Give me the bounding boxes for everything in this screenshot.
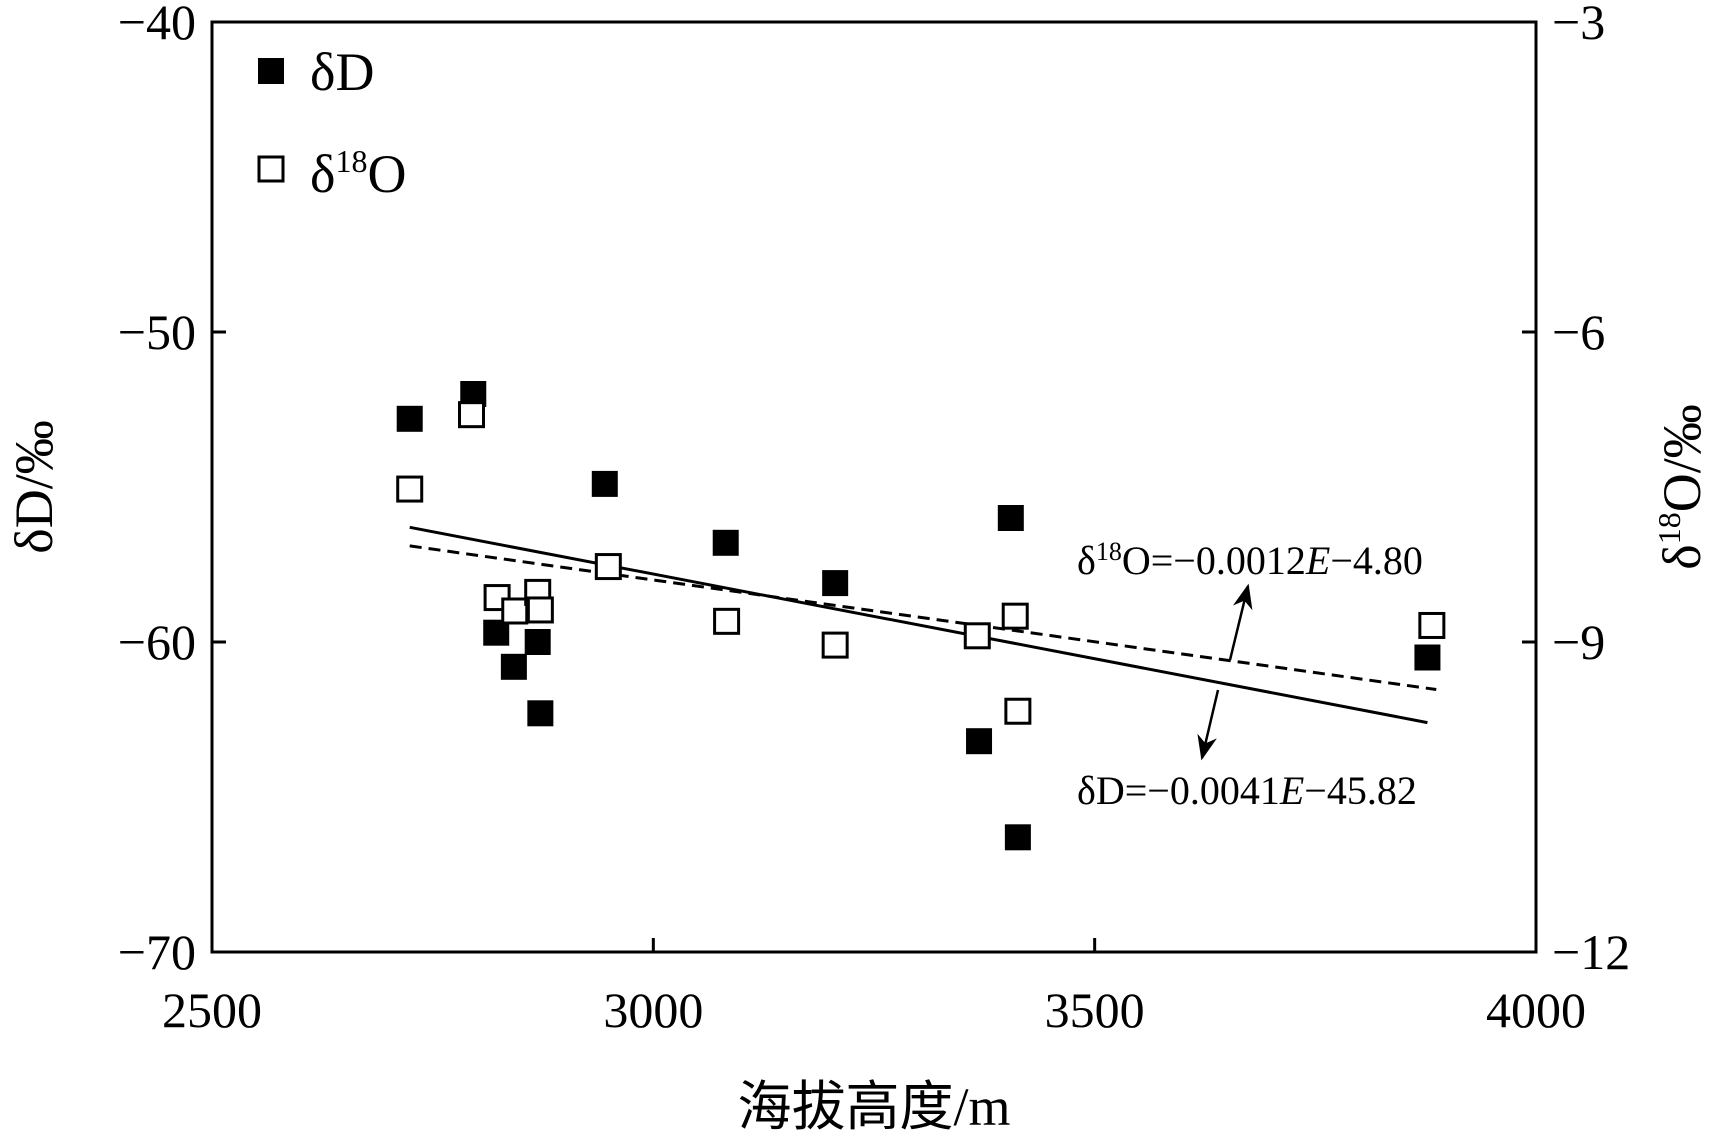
point-d18O: [1001, 602, 1029, 630]
point-dD: [527, 700, 554, 727]
y2-tick-label: −3: [1552, 0, 1605, 50]
fit-line-d18O: [409, 544, 1437, 692]
point-d18O: [1418, 611, 1446, 639]
y2-axis-label: δ18O/‰: [1651, 404, 1712, 569]
point-dD: [591, 470, 618, 497]
point-dD: [524, 629, 551, 655]
point-d18O: [594, 553, 622, 581]
y2-tick-label: −12: [1552, 924, 1630, 980]
point-d18O: [821, 631, 849, 659]
y-axis-label: δD/‰: [4, 420, 64, 553]
y2-tick-label: −6: [1552, 304, 1605, 360]
x-axis-label: 海拔高度/m: [737, 1077, 1010, 1137]
x-tick-label: 4000: [1486, 982, 1586, 1038]
point-d18O: [526, 596, 554, 624]
point-d18O: [501, 597, 529, 625]
legend-marker-dD: [258, 58, 284, 84]
point-dD: [997, 505, 1024, 531]
point-dD: [500, 653, 527, 680]
point-d18O: [396, 475, 424, 503]
point-dD: [1414, 644, 1441, 671]
y-tick-label: −50: [118, 304, 196, 360]
y2-label-sup: 18: [1651, 512, 1687, 544]
x-tick-label: 3000: [603, 982, 703, 1038]
point-d18O: [458, 401, 486, 429]
point-dD: [1004, 824, 1031, 851]
point-d18O: [963, 622, 991, 650]
annotation-arrow-d18O: [1228, 583, 1253, 661]
y-tick-label: −40: [118, 0, 196, 50]
legend-label-d18O: δ18O: [310, 143, 406, 204]
x-tick-label: 2500: [162, 982, 262, 1038]
legend-marker-d18O: [257, 155, 285, 183]
y2-tick-label: −9: [1552, 614, 1605, 670]
plot-frame: [210, 20, 1538, 954]
point-d18O: [713, 607, 741, 635]
annotation-d18O-equation: δ18O=−0.0012E−4.80: [1077, 537, 1423, 583]
legend-label-dD: δD: [310, 42, 374, 102]
point-d18O: [1004, 697, 1032, 725]
x-tick-label: 3500: [1045, 982, 1145, 1038]
y-tick-label: −70: [118, 924, 196, 980]
point-dD: [712, 529, 739, 556]
point-dD: [822, 570, 849, 597]
point-dD: [966, 728, 993, 755]
y-tick-label: −60: [118, 614, 196, 670]
annotation-arrow-dD: [1197, 689, 1220, 761]
point-dD: [396, 405, 423, 432]
annotation-dD-equation: δD=−0.0041E−45.82: [1077, 768, 1417, 813]
fit-line-dD: [409, 525, 1428, 725]
